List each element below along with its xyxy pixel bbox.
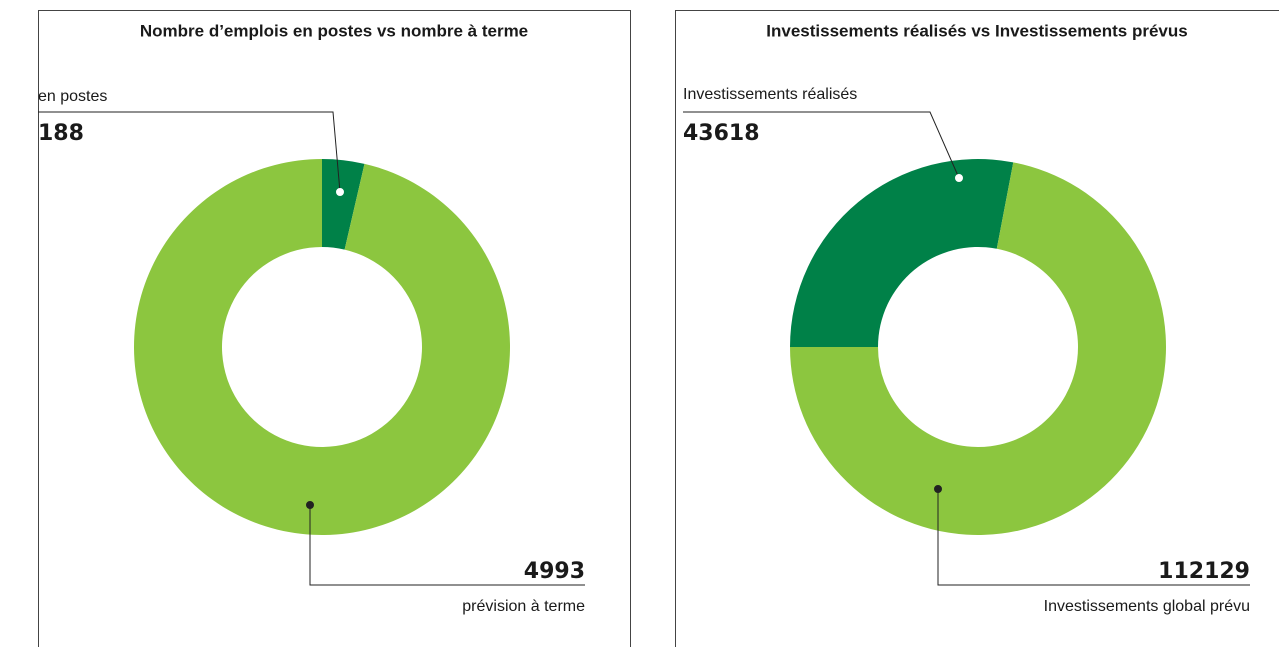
leader-dot	[955, 174, 963, 182]
chart-title: Investissements réalisés vs Investisseme…	[766, 21, 1187, 40]
category-label: prévision à terme	[462, 598, 585, 615]
donut-segment	[322, 159, 365, 250]
leader-line	[683, 111, 960, 179]
leader-line	[309, 505, 585, 586]
donut-segment	[133, 159, 510, 535]
chart-title: Nombre d’emplois en postes vs nombre à t…	[140, 21, 528, 40]
leader-dot	[336, 188, 344, 196]
donut-segment	[790, 159, 1014, 347]
panel	[38, 10, 631, 647]
value-label: 43618	[683, 121, 760, 146]
value-label: 4993	[524, 559, 585, 584]
donut-segment	[790, 162, 1166, 536]
leader-line	[38, 111, 341, 193]
leader-dot	[306, 501, 314, 509]
category-label: en postes	[38, 88, 107, 105]
category-label: Investissements réalisés	[683, 86, 857, 103]
value-label: 188	[38, 121, 84, 146]
value-label: 112129	[1158, 559, 1250, 584]
category-label: Investissements global prévu	[1044, 598, 1250, 615]
panel	[675, 10, 1279, 647]
leader-dot	[934, 485, 942, 493]
leader-line	[937, 489, 1250, 586]
